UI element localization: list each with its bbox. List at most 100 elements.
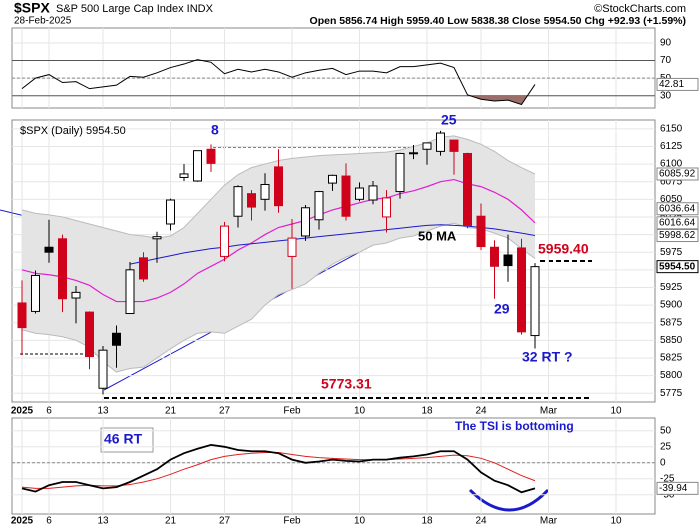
candle-body [287, 237, 297, 257]
credit: ©StockCharts.com [594, 3, 686, 15]
candle-body [368, 185, 378, 201]
candle-body [85, 311, 94, 358]
annotation: 8 [211, 122, 219, 138]
candle-body [44, 246, 54, 253]
candle-body [193, 150, 202, 182]
price-tag-label: 5998.62 [659, 230, 696, 241]
y-tick-label: 5975 [660, 247, 683, 258]
price-tag-label: -39.94 [659, 483, 688, 494]
annotation: 29 [494, 301, 510, 317]
bollinger-band [22, 135, 535, 373]
y-tick-label: -50 [660, 489, 675, 500]
candle-body [139, 257, 148, 280]
candle-body [17, 302, 27, 329]
x-tick-label: 10 [610, 406, 622, 417]
candle-body [328, 174, 337, 184]
candle-body [476, 215, 486, 248]
annotation: 25 [441, 112, 457, 128]
candle-body [233, 186, 243, 217]
candle-body [449, 139, 459, 152]
price-tag [656, 202, 699, 216]
annotation: 5959.40 [538, 241, 589, 257]
candle-body [260, 184, 270, 200]
y-tick-label: 0 [660, 457, 666, 468]
x-tick-label: 27 [219, 406, 231, 417]
candle-body [301, 207, 310, 237]
candle-body [382, 197, 391, 218]
y-tick-label: 6100 [660, 159, 683, 170]
y-tick-label: 5825 [660, 353, 683, 364]
price-tag-label: 6085.92 [659, 169, 696, 180]
price-tag [656, 229, 699, 243]
candle-body [395, 152, 405, 193]
y-tick-label: 6075 [660, 176, 683, 187]
candle-body [422, 142, 432, 150]
panel [11, 119, 656, 403]
candle-body [152, 236, 162, 240]
x-tick-label: 24 [475, 516, 487, 527]
x-tick-label: 10 [610, 516, 622, 527]
candle-body [530, 266, 540, 337]
price-tag [656, 216, 699, 230]
y-tick-label: 6150 [660, 123, 683, 134]
ma20-line [21, 178, 536, 303]
y-tick-label: 5850 [660, 335, 683, 346]
label-box [100, 427, 154, 453]
y-tick-label: 90 [660, 38, 672, 49]
y-tick-label: 25 [660, 441, 672, 452]
price-tag-label: 6016.64 [659, 217, 696, 228]
legend: $SPX (Daily) 5954.50 [20, 125, 126, 137]
x-tick-label: 6 [46, 516, 52, 527]
candle-body [166, 199, 175, 225]
candle-body [274, 166, 283, 207]
rsi-line [21, 59, 536, 106]
x-tick-label: Mar [540, 516, 558, 527]
candle-body [112, 332, 121, 346]
date: 28-Feb-2025 [14, 16, 72, 27]
candle-body [355, 187, 364, 200]
candle-body [71, 291, 81, 299]
y-tick-label: -25 [660, 473, 675, 484]
y-tick-label: 5800 [660, 370, 683, 381]
candle-body [314, 191, 324, 221]
x-tick-label: 10 [354, 406, 366, 417]
x-tick-label: 6 [46, 406, 52, 417]
quote: Open 5856.74 High 5959.40 Low 5838.38 Cl… [310, 15, 686, 27]
candle-body [179, 173, 189, 178]
price-tag-label: 5954.50 [659, 261, 696, 272]
x-tick-label: 21 [165, 516, 177, 527]
price-tag [656, 481, 699, 495]
x-tick-label: 21 [165, 406, 177, 417]
annotation: 46 RT [104, 431, 143, 447]
x-tick-label: 2025 [11, 516, 34, 527]
price-tag [656, 77, 699, 91]
candle-body [503, 254, 513, 267]
price-tag-label: 42.81 [659, 79, 684, 90]
candle-body [490, 246, 499, 267]
panel [11, 417, 656, 515]
candle-body [58, 238, 67, 300]
y-tick-label: 5925 [660, 282, 683, 293]
y-tick-label: 70 [660, 55, 672, 66]
price-tag [656, 260, 699, 274]
symbol-name: S&P 500 Large Cap Index INDX [56, 3, 214, 15]
price-tag [656, 167, 699, 181]
y-tick-label: 5775 [660, 388, 683, 399]
x-tick-label: 24 [475, 406, 487, 417]
x-tick-label: 10 [354, 516, 366, 527]
x-tick-label: Feb [283, 516, 301, 527]
candle-body [463, 152, 472, 226]
candle-body [341, 175, 351, 217]
x-tick-label: Mar [540, 406, 558, 417]
candle-body [436, 132, 445, 152]
candle-body [31, 274, 40, 312]
annotation: 50 MA [418, 228, 457, 243]
price-tag-label: 6036.64 [659, 203, 696, 214]
x-tick-label: 18 [421, 406, 433, 417]
annotation: The TSI is bottoming [455, 419, 574, 433]
x-tick-label: 13 [97, 406, 109, 417]
annotation: 32 RT ? [522, 349, 573, 365]
symbol: $SPX [14, 0, 50, 16]
y-tick-label: 30 [660, 90, 672, 101]
